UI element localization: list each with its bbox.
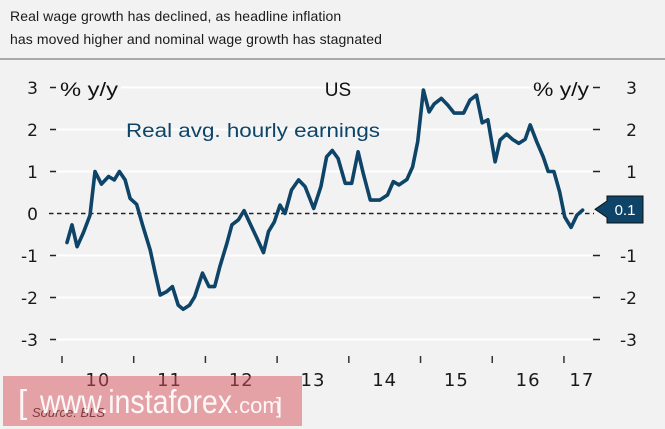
series-line-real-avg-hourly-earnings: [65, 88, 585, 312]
x-tick-label: 14: [372, 370, 397, 391]
callout-box: [594, 195, 644, 224]
chart-headline-line-2: has moved higher and nominal wage growth…: [10, 31, 382, 47]
watermark: [ www.instaforex .com ]: [3, 376, 302, 426]
y-tick-label-left: -1: [21, 247, 38, 267]
y-tick-label-left: 0: [27, 205, 38, 225]
y-tick-label-right: -2: [620, 289, 637, 309]
series: [65, 88, 585, 312]
y-tick-label-left: -2: [21, 289, 38, 309]
y-tick-label-right: 1: [626, 163, 637, 183]
x-tick-label: 17: [569, 370, 594, 391]
callout-label: 0.1: [615, 202, 636, 219]
y-tick-label-right: -3: [620, 331, 637, 351]
y-tick-label-right: -1: [620, 247, 637, 267]
watermark-text: www.instaforex: [39, 383, 232, 420]
last-value-callout: 0.1: [594, 195, 644, 224]
chart-title: US: [325, 80, 351, 101]
y-tick-label-left: 2: [27, 121, 38, 141]
x-tick-label: 15: [444, 370, 469, 391]
watermark-bracket-close: ]: [276, 393, 282, 418]
chart-header: Real wage growth has declined, as headli…: [0, 0, 665, 58]
watermark-banner: [3, 376, 302, 426]
watermark-bracket-open: [: [18, 383, 27, 420]
y-tick-label-right: 2: [626, 121, 637, 141]
y-axis-unit-left: % y/y: [60, 80, 119, 101]
y-tick-label-left: 3: [27, 79, 38, 99]
y-tick-label-left: -3: [21, 331, 38, 351]
header-divider: [0, 58, 665, 60]
y-axis-unit-right: % y/y: [533, 80, 590, 101]
y-tick-label-left: 1: [27, 163, 38, 183]
watermark-suffix: .com: [233, 393, 281, 418]
x-tick-label: 16: [516, 370, 541, 391]
chart-headline-line-1: Real wage growth has declined, as headli…: [10, 8, 342, 24]
x-tick-label: 13: [301, 370, 326, 391]
y-tick-label-right: 3: [626, 79, 637, 99]
legend-label: Real avg. hourly earnings: [126, 121, 380, 142]
